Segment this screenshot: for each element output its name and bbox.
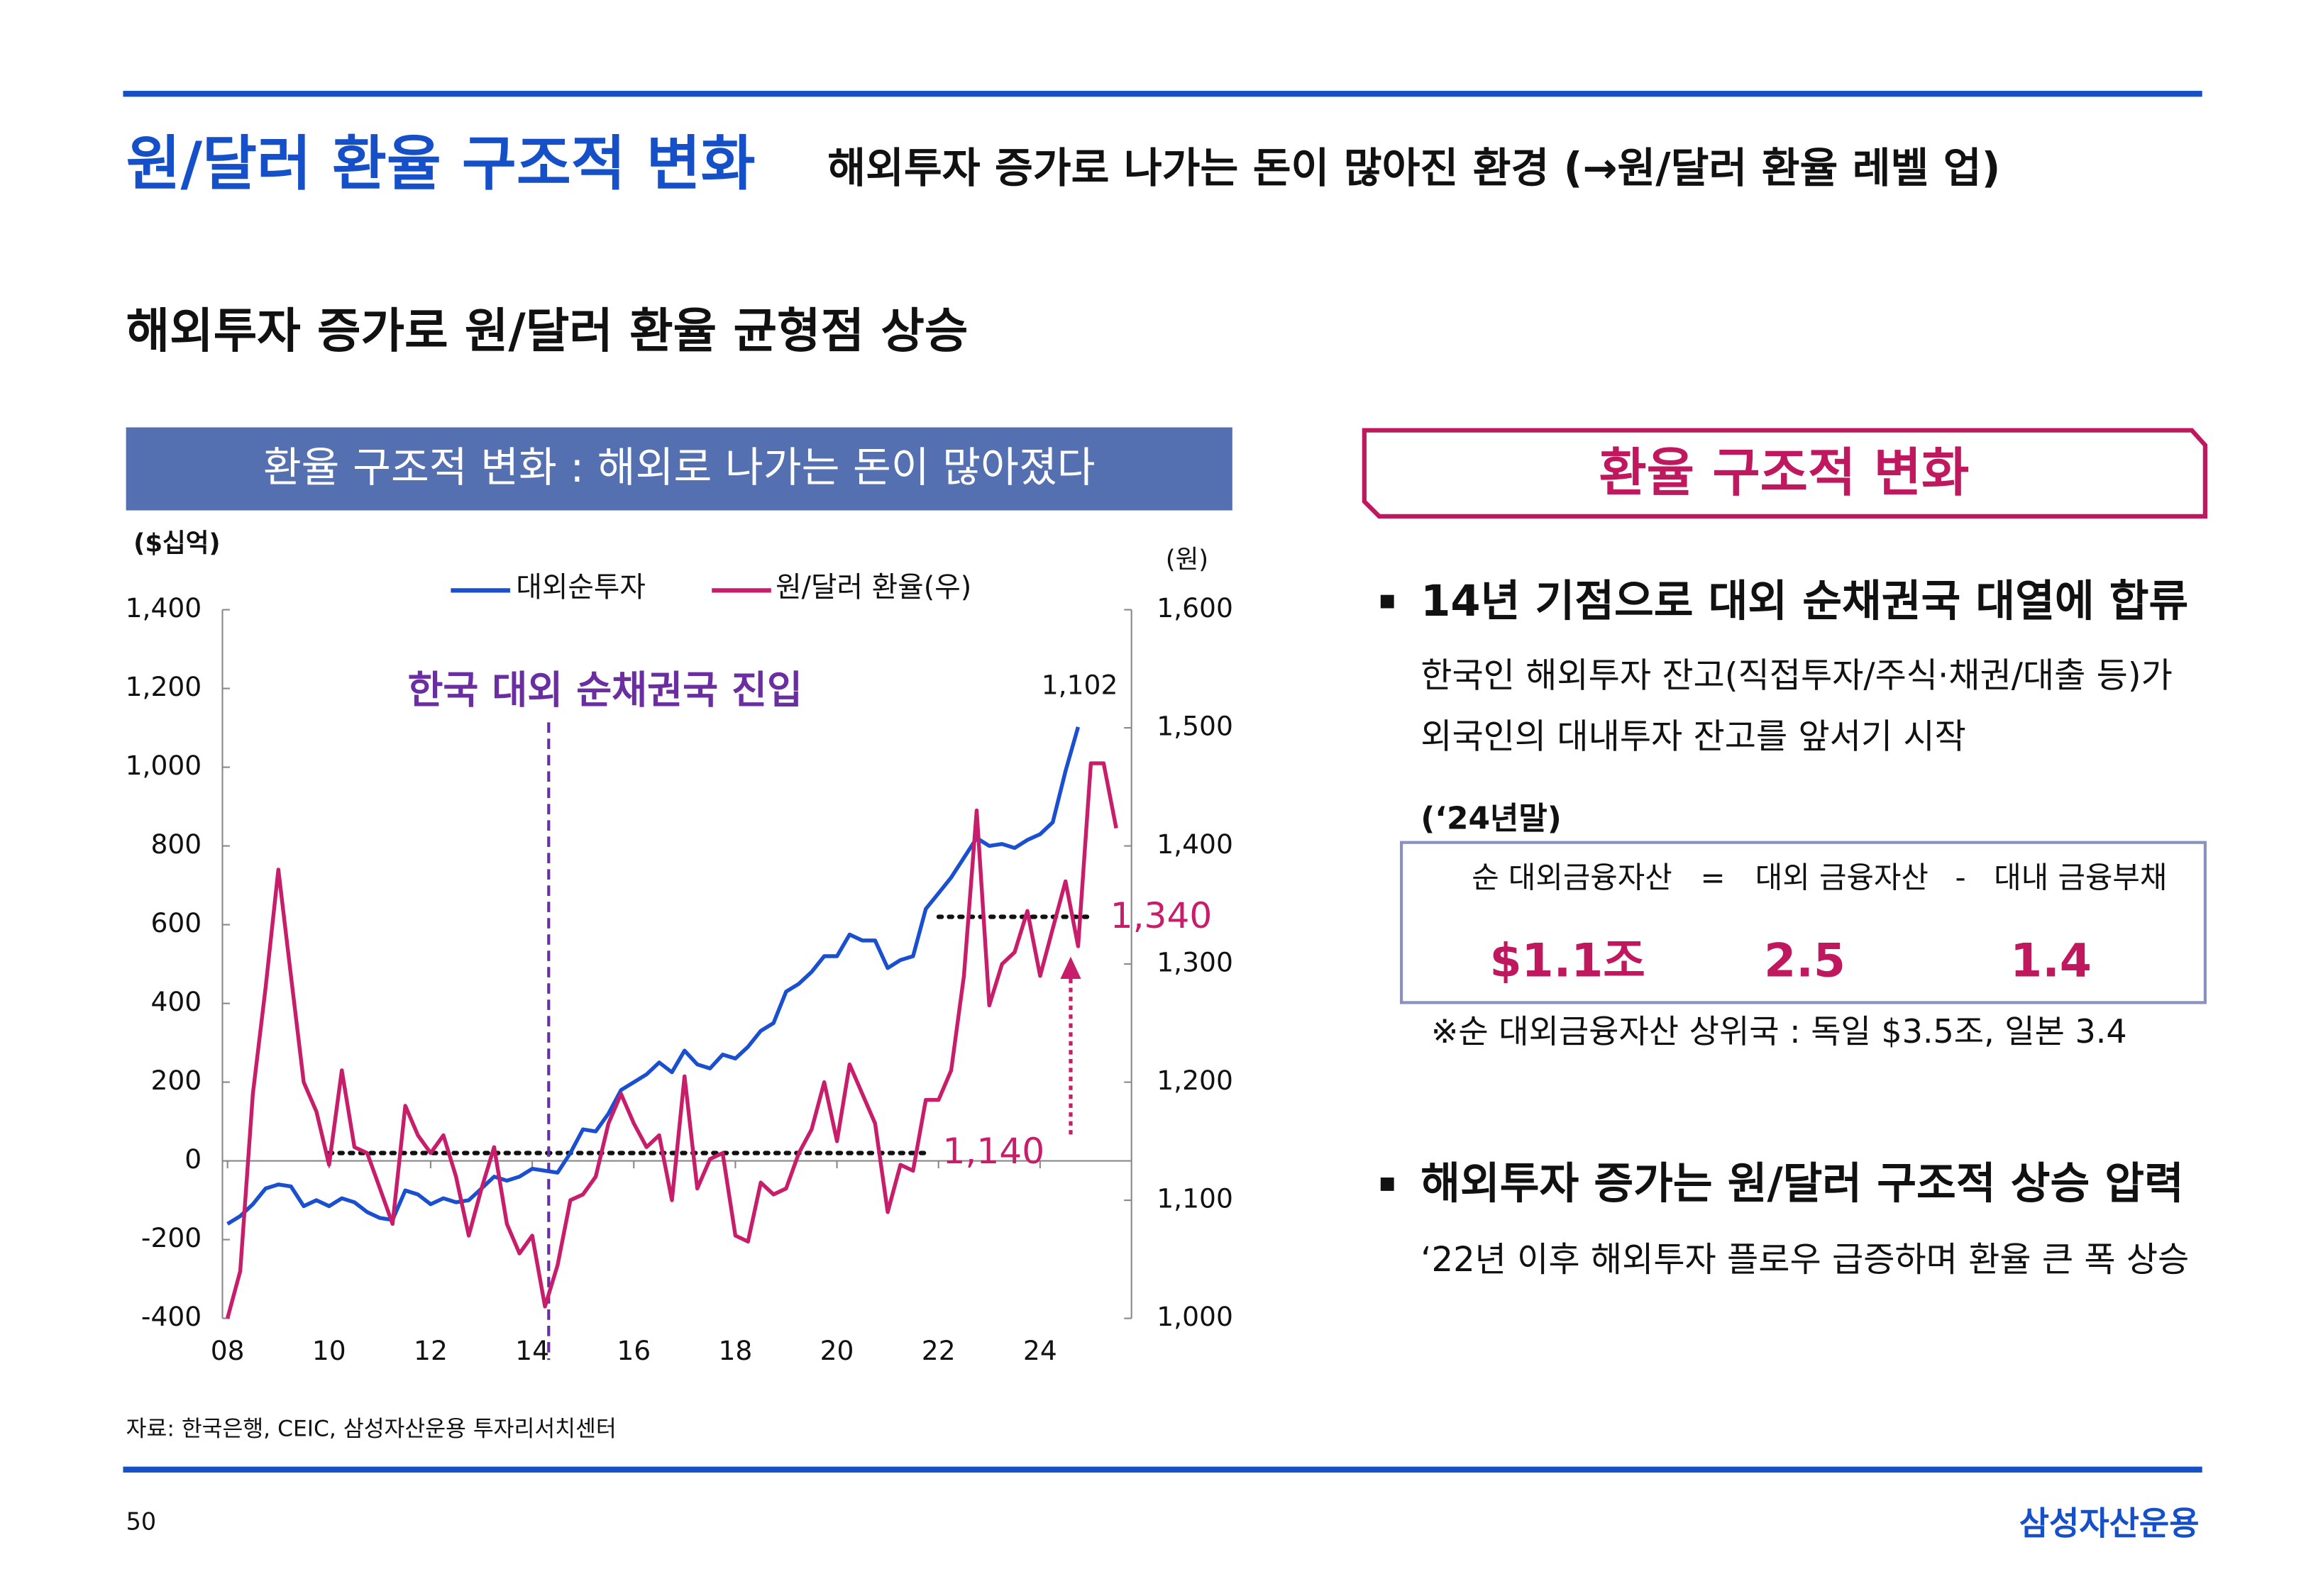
bullet-desc: 한국인 해외투자 잔고(직접투자/주식·채권/대출 등)가 bbox=[1420, 656, 2173, 696]
subtitle: 해외투자 증가로 나가는 돈이 많아진 환경 (→원/달러 환율 레벨 업) bbox=[827, 144, 2000, 192]
x-tick-label: 10 bbox=[312, 1335, 346, 1366]
arrow-head bbox=[1060, 956, 1081, 979]
bottom-rule bbox=[123, 1466, 2202, 1473]
table-label: 대내 금융부채 bbox=[1994, 860, 2167, 894]
table-label: 순 대외금융자산 bbox=[1472, 860, 1672, 894]
logo: 삼성자산운용 bbox=[2019, 1504, 2200, 1543]
page-number: 50 bbox=[126, 1508, 157, 1536]
y-tick-label: -200 bbox=[141, 1222, 202, 1253]
chart-title: 환율 구조적 변화 : 해외로 나가는 돈이 많아졌다 bbox=[263, 443, 1096, 492]
table-label: 대외 금융자산 bbox=[1755, 860, 1929, 894]
y2-tick-label: 1,300 bbox=[1157, 947, 1233, 978]
y2-tick-label: 1,600 bbox=[1157, 592, 1233, 624]
y2-tick-label: 1,400 bbox=[1157, 829, 1233, 860]
y-tick-label: -400 bbox=[141, 1301, 202, 1332]
y-tick-label: 1,400 bbox=[126, 592, 202, 624]
table-label: - bbox=[1955, 860, 1965, 894]
x-tick-label: 12 bbox=[414, 1335, 448, 1366]
series-line bbox=[226, 726, 1081, 1226]
series-line bbox=[225, 761, 1118, 1319]
table-title: (‘24년말) bbox=[1420, 800, 1562, 836]
legend-label: 대외순투자 bbox=[516, 571, 646, 604]
annotation: 1,140 bbox=[943, 1130, 1045, 1172]
table-note: ※순 대외금융자산 상위국 : 독일 $3.5조, 일본 3.4 bbox=[1431, 1012, 2127, 1051]
section-title: 해외투자 증가로 원/달러 환율 균형점 상승 bbox=[126, 303, 969, 358]
y2-axis-label: (원) bbox=[1166, 545, 1208, 575]
y-axis-label: ($십억) bbox=[133, 529, 221, 558]
y2-tick-label: 1,100 bbox=[1157, 1183, 1233, 1214]
bullet bbox=[1380, 594, 1394, 609]
bullet-desc: 외국인의 대내투자 잔고를 앞서기 시작 bbox=[1420, 716, 1966, 756]
panel-title: 환율 구조적 변화 bbox=[1599, 443, 1969, 503]
bullet-desc: ‘22년 이후 해외투자 플로우 급증하며 환율 큰 폭 상승 bbox=[1420, 1240, 2189, 1280]
x-tick-label: 14 bbox=[515, 1335, 549, 1366]
bullet bbox=[1380, 1177, 1394, 1191]
y2-tick-label: 1,200 bbox=[1157, 1065, 1233, 1096]
table-value: $1.1조 bbox=[1489, 935, 1645, 988]
table-value: 2.5 bbox=[1764, 935, 1846, 988]
y2-tick-label: 1,000 bbox=[1157, 1301, 1233, 1332]
bullet-text: 해외투자 증가는 원/달러 구조적 상승 압력 bbox=[1420, 1159, 2184, 1209]
title: 원/달러 환율 구조적 변화 bbox=[126, 129, 756, 199]
y-tick-label: 400 bbox=[150, 986, 202, 1017]
table-value: 1.4 bbox=[2010, 935, 2092, 988]
x-tick-label: 16 bbox=[617, 1335, 651, 1366]
y-tick-label: 1,200 bbox=[126, 671, 202, 702]
x-tick-label: 08 bbox=[211, 1335, 245, 1366]
y2-tick-label: 1,500 bbox=[1157, 711, 1233, 742]
y-tick-label: 600 bbox=[150, 907, 202, 938]
panel-box bbox=[1362, 428, 2208, 519]
annotation: 1,340 bbox=[1110, 894, 1213, 936]
annotation: 1,102 bbox=[1042, 670, 1118, 701]
x-tick-label: 22 bbox=[922, 1335, 956, 1366]
annotation-note: 한국 대외 순채권국 진입 bbox=[407, 668, 802, 713]
source: 자료: 한국은행, CEIC, 삼성자산운용 투자리서치센터 bbox=[126, 1416, 617, 1441]
chart-banner bbox=[126, 427, 1232, 511]
x-tick-label: 24 bbox=[1023, 1335, 1057, 1366]
legend-label: 원/달러 환율(우) bbox=[776, 571, 971, 604]
table-box bbox=[1399, 841, 2207, 1004]
y-tick-label: 800 bbox=[150, 829, 202, 860]
y-tick-label: 1,000 bbox=[126, 750, 202, 781]
top-rule bbox=[123, 91, 2202, 97]
bullet-text: 14년 기점으로 대외 순채권국 대열에 합류 bbox=[1420, 577, 2188, 626]
y-tick-label: 0 bbox=[184, 1143, 202, 1175]
table-label: = bbox=[1700, 860, 1725, 894]
x-tick-label: 20 bbox=[820, 1335, 854, 1366]
x-tick-label: 18 bbox=[718, 1335, 752, 1366]
y-tick-label: 200 bbox=[150, 1065, 202, 1096]
